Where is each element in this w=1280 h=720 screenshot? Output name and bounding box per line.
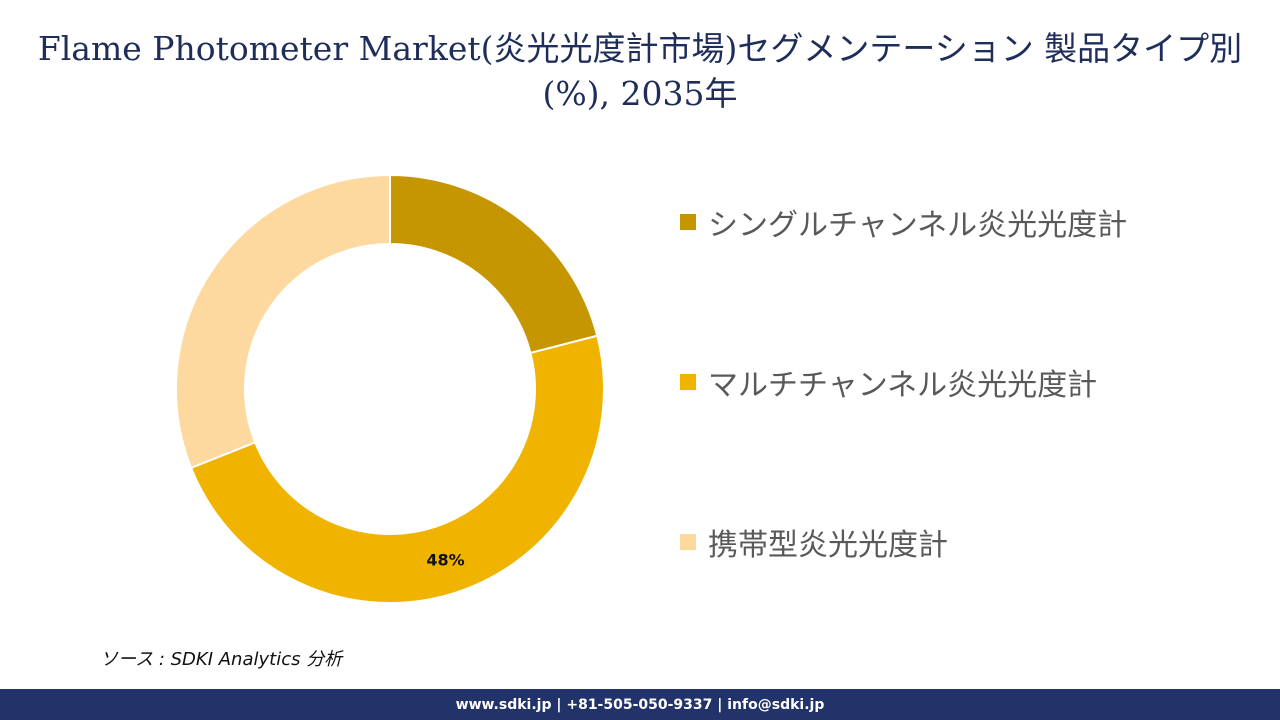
legend-label: マルチチャンネル炎光光度計: [708, 368, 1098, 403]
source-note: ソース : SDKI Analytics 分析: [100, 649, 343, 670]
legend-item: シングルチャンネル炎光光度計: [680, 200, 1127, 244]
legend-swatch: [680, 534, 696, 550]
legend-item: マルチチャンネル炎光光度計: [680, 360, 1097, 404]
legend-swatch: [680, 374, 696, 390]
legend-label: 携帯型炎光光度計: [708, 528, 948, 563]
chart-title: Flame Photometer Market(炎光光度計市場)セグメンテーショ…: [37, 29, 1243, 113]
donut-slice: [389, 173, 599, 355]
donut-slice: [189, 334, 605, 605]
legend-item: 携帯型炎光光度計: [680, 520, 948, 564]
slice-data-label: 48%: [426, 551, 464, 570]
legend-label: シングルチャンネル炎光光度計: [708, 208, 1128, 243]
footer-contact: www.sdki.jp | +81-505-050-9337 | info@sd…: [455, 696, 825, 713]
legend-swatch: [680, 214, 696, 230]
donut-slice: [175, 173, 391, 470]
footer-bar: www.sdki.jp | +81-505-050-9337 | info@sd…: [0, 689, 1280, 720]
